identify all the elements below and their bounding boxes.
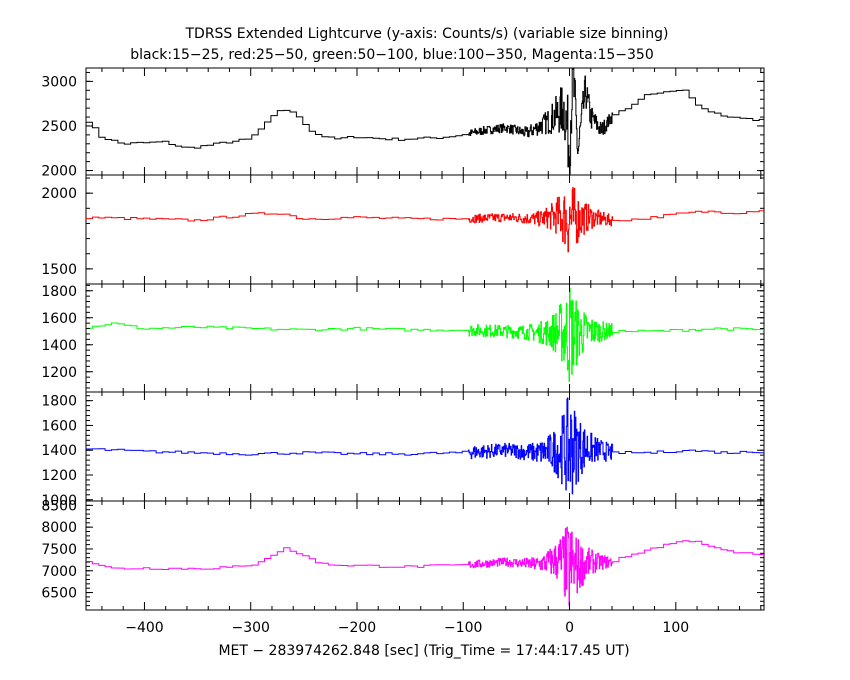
y-tick-label: 1600 <box>41 418 77 434</box>
y-tick-label: 1200 <box>41 468 77 484</box>
x-axis-label: MET − 283974262.848 [sec] (Trig_Time = 1… <box>218 643 629 659</box>
y-tick-label: 7000 <box>41 564 77 580</box>
panel-frame-3 <box>85 391 765 502</box>
y-tick-label: 6500 <box>41 586 77 602</box>
panel-frame-2 <box>85 283 765 393</box>
x-tick-label: −100 <box>444 620 482 636</box>
panel-frame-4 <box>85 500 765 611</box>
x-tick-label: 0 <box>565 620 574 636</box>
chart-subtitle: black:15−25, red:25−50, green:50−100, bl… <box>130 47 654 63</box>
y-tick-label: 1800 <box>41 284 77 300</box>
x-tick-label: −300 <box>231 620 269 636</box>
series-line-4 <box>86 526 764 606</box>
y-tick-label: 3000 <box>41 74 77 90</box>
y-tick-label: 1400 <box>41 443 77 459</box>
series-line-1 <box>86 187 764 253</box>
x-tick-label: 100 <box>662 620 689 636</box>
y-tick-label: 8500 <box>41 498 77 514</box>
panel-frame-1 <box>85 174 765 285</box>
panel-frame-0 <box>85 67 765 176</box>
x-tick-label: −200 <box>338 620 376 636</box>
series-line-0 <box>86 68 764 175</box>
y-tick-label: 1000 <box>41 493 77 509</box>
y-tick-label: 2000 <box>41 186 77 202</box>
y-tick-label: 1200 <box>41 365 77 381</box>
panels-group: 2000250030001500200012001400160018001000… <box>41 67 765 636</box>
y-tick-label: 7500 <box>41 542 77 558</box>
y-tick-label: 1600 <box>41 311 77 327</box>
y-tick-label: 1800 <box>41 394 77 410</box>
y-tick-label: 8000 <box>41 520 77 536</box>
series-line-3 <box>86 397 764 495</box>
y-tick-label: 2000 <box>41 164 77 180</box>
y-tick-label: 1500 <box>41 262 77 278</box>
series-line-2 <box>86 287 764 382</box>
chart-title: TDRSS Extended Lightcurve (y-axis: Count… <box>184 26 668 42</box>
y-tick-label: 1400 <box>41 338 77 354</box>
x-tick-label: −400 <box>125 620 163 636</box>
y-tick-label: 2500 <box>41 119 77 135</box>
